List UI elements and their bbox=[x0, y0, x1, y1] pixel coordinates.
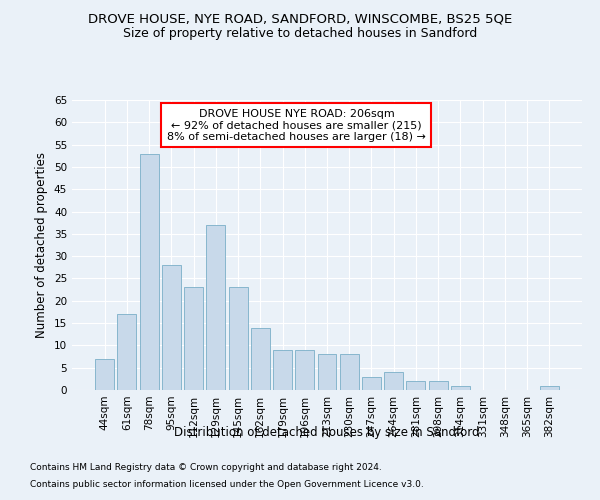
Text: Contains HM Land Registry data © Crown copyright and database right 2024.: Contains HM Land Registry data © Crown c… bbox=[30, 464, 382, 472]
Bar bbox=[384, 372, 403, 390]
Text: DROVE HOUSE NYE ROAD: 206sqm
← 92% of detached houses are smaller (215)
8% of se: DROVE HOUSE NYE ROAD: 206sqm ← 92% of de… bbox=[167, 108, 426, 142]
Bar bbox=[317, 354, 337, 390]
Bar bbox=[451, 386, 470, 390]
Y-axis label: Number of detached properties: Number of detached properties bbox=[35, 152, 49, 338]
Text: Contains public sector information licensed under the Open Government Licence v3: Contains public sector information licen… bbox=[30, 480, 424, 489]
Bar bbox=[95, 359, 114, 390]
Bar bbox=[162, 265, 181, 390]
Bar bbox=[140, 154, 158, 390]
Text: Size of property relative to detached houses in Sandford: Size of property relative to detached ho… bbox=[123, 28, 477, 40]
Bar bbox=[340, 354, 359, 390]
Bar bbox=[184, 288, 203, 390]
Text: DROVE HOUSE, NYE ROAD, SANDFORD, WINSCOMBE, BS25 5QE: DROVE HOUSE, NYE ROAD, SANDFORD, WINSCOM… bbox=[88, 12, 512, 26]
Bar bbox=[229, 288, 248, 390]
Bar bbox=[251, 328, 270, 390]
Bar bbox=[540, 386, 559, 390]
Bar bbox=[273, 350, 292, 390]
Bar bbox=[295, 350, 314, 390]
Bar bbox=[406, 381, 425, 390]
Bar bbox=[429, 381, 448, 390]
Bar bbox=[362, 376, 381, 390]
Bar bbox=[206, 225, 225, 390]
Text: Distribution of detached houses by size in Sandford: Distribution of detached houses by size … bbox=[174, 426, 480, 439]
Bar bbox=[118, 314, 136, 390]
